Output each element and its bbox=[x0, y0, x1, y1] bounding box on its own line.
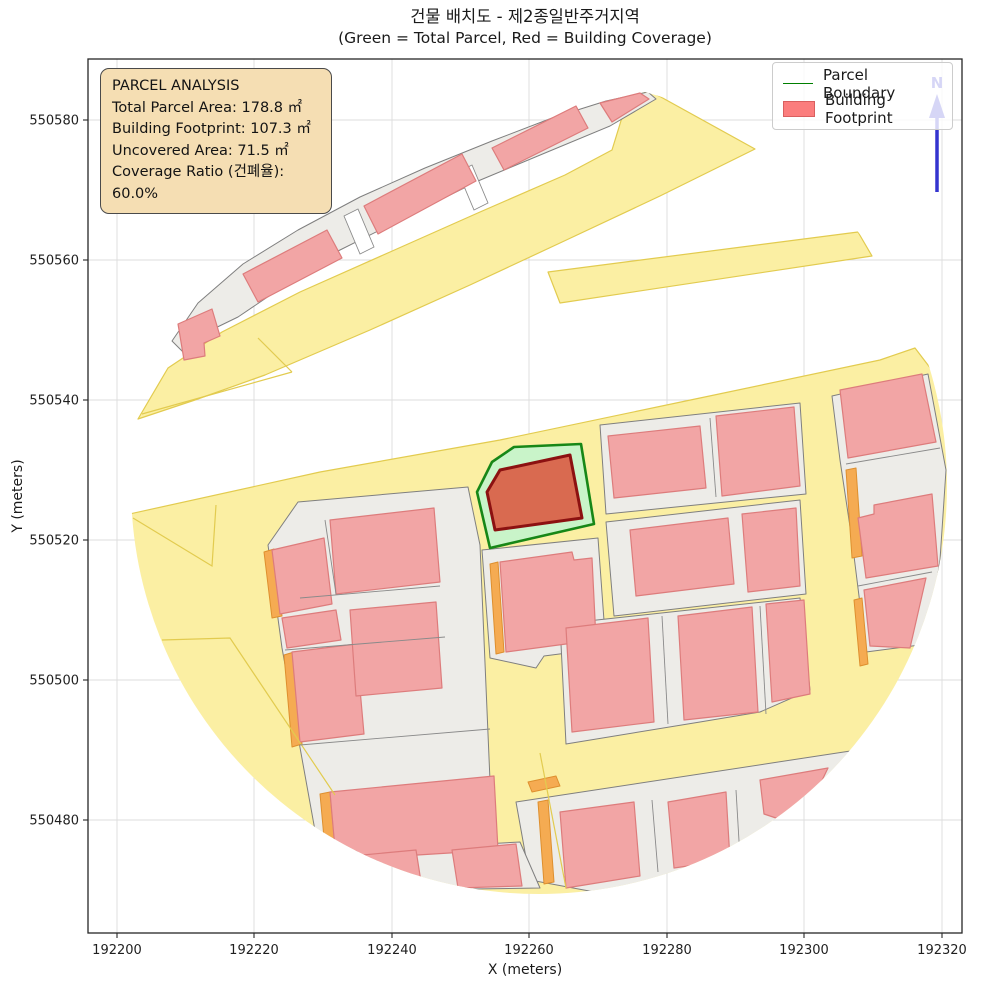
building bbox=[351, 849, 423, 891]
orange-strip bbox=[283, 651, 303, 748]
building bbox=[863, 577, 927, 649]
legend-label: Building Footprint bbox=[825, 90, 893, 127]
lot-line bbox=[299, 728, 491, 746]
building bbox=[291, 643, 365, 743]
road-lot-line bbox=[539, 752, 567, 889]
x-tick-label: 192240 bbox=[367, 943, 417, 958]
building bbox=[242, 229, 343, 303]
building bbox=[839, 373, 937, 459]
lot-line bbox=[709, 417, 717, 498]
road-lot-line bbox=[161, 637, 336, 796]
orange-strip bbox=[527, 775, 561, 793]
building bbox=[349, 601, 443, 697]
road-lot-line bbox=[257, 337, 293, 373]
building bbox=[271, 537, 333, 615]
building bbox=[667, 791, 731, 869]
y-tick-label: 550540 bbox=[29, 394, 79, 409]
analysis-uncovered-area: Uncovered Area: 71.5 ㎡ bbox=[112, 142, 289, 159]
orange-strip bbox=[845, 467, 863, 559]
orange-strip bbox=[489, 561, 505, 655]
road-lot-line bbox=[141, 371, 293, 415]
road-strip-diagonal bbox=[547, 231, 873, 304]
legend-item-building-footprint: Building Footprint bbox=[783, 91, 942, 127]
y-tick-label: 550580 bbox=[29, 114, 79, 129]
x-tick-label: 192220 bbox=[229, 943, 279, 958]
chart-title-block: 건물 배치도 - 제2종일반주거지역 (Green = Total Parcel… bbox=[60, 6, 990, 49]
building-footprint-patch-swatch bbox=[783, 100, 815, 117]
page-subtitle: (Green = Total Parcel, Red = Building Co… bbox=[338, 29, 712, 48]
legend-item-parcel-boundary: Parcel Boundary bbox=[783, 66, 942, 102]
y-tick-label: 550560 bbox=[29, 254, 79, 269]
page-title: 건물 배치도 - 제2종일반주거지역 bbox=[410, 7, 640, 26]
white-strip-band-1 bbox=[343, 208, 375, 255]
lot-line bbox=[857, 571, 933, 587]
orange-strip bbox=[263, 548, 283, 619]
analysis-heading: PARCEL ANALYSIS bbox=[112, 78, 240, 94]
building bbox=[451, 843, 523, 889]
x-tick-label: 192280 bbox=[642, 943, 692, 958]
analysis-total-area: Total Parcel Area: 178.8 ㎡ bbox=[112, 99, 303, 116]
target-building-footprint bbox=[485, 453, 584, 532]
legend: Parcel Boundary Building Footprint bbox=[772, 62, 953, 130]
parcel-boundary-line-swatch bbox=[783, 83, 813, 84]
plot-border bbox=[87, 58, 963, 934]
building bbox=[491, 105, 589, 171]
building bbox=[599, 92, 650, 123]
building bbox=[565, 617, 655, 733]
building bbox=[363, 153, 477, 235]
building bbox=[281, 609, 342, 649]
lot-line bbox=[759, 605, 767, 715]
building bbox=[329, 507, 441, 595]
lot-line bbox=[845, 447, 941, 465]
lot-line bbox=[299, 585, 441, 599]
parcel-map-layer bbox=[131, 90, 947, 894]
x-tick-label: 192320 bbox=[917, 943, 967, 958]
building bbox=[741, 507, 801, 593]
building bbox=[765, 599, 811, 703]
x-tick-label: 192200 bbox=[92, 943, 142, 958]
y-tick-label: 550520 bbox=[29, 534, 79, 549]
x-tick-label: 192260 bbox=[504, 943, 554, 958]
lot-line bbox=[661, 615, 669, 725]
building bbox=[559, 801, 641, 889]
building bbox=[715, 406, 801, 497]
x-tick-label: 192300 bbox=[779, 943, 829, 958]
parcel-band-top bbox=[171, 91, 657, 353]
building bbox=[177, 308, 221, 361]
orange-strip bbox=[537, 799, 555, 885]
y-axis-label: Y (meters) bbox=[10, 459, 26, 533]
analysis-coverage-ratio: Coverage Ratio (건폐율): 60.0% bbox=[112, 164, 285, 202]
y-tick-label: 550480 bbox=[29, 814, 79, 829]
y-tick-label: 550500 bbox=[29, 674, 79, 689]
lot-line bbox=[651, 799, 659, 873]
lot-line bbox=[324, 519, 337, 595]
building bbox=[857, 493, 939, 579]
orange-strip bbox=[853, 597, 869, 667]
road-lot-line bbox=[132, 504, 217, 568]
x-axis-label: X (meters) bbox=[487, 962, 563, 978]
axis-ticks: 192200 192220 192240 192260 192280 192300 1923… bbox=[29, 114, 966, 959]
legend-label: Parcel Boundary bbox=[823, 65, 896, 102]
parcel-analysis-box: PARCEL ANALYSIS Total Parcel Area: 178.8… bbox=[100, 68, 332, 214]
lot-line bbox=[284, 636, 446, 651]
building bbox=[677, 606, 759, 721]
analysis-building-footprint: Building Footprint: 107.3 ㎡ bbox=[112, 121, 311, 137]
building bbox=[607, 425, 707, 499]
building bbox=[629, 517, 735, 597]
